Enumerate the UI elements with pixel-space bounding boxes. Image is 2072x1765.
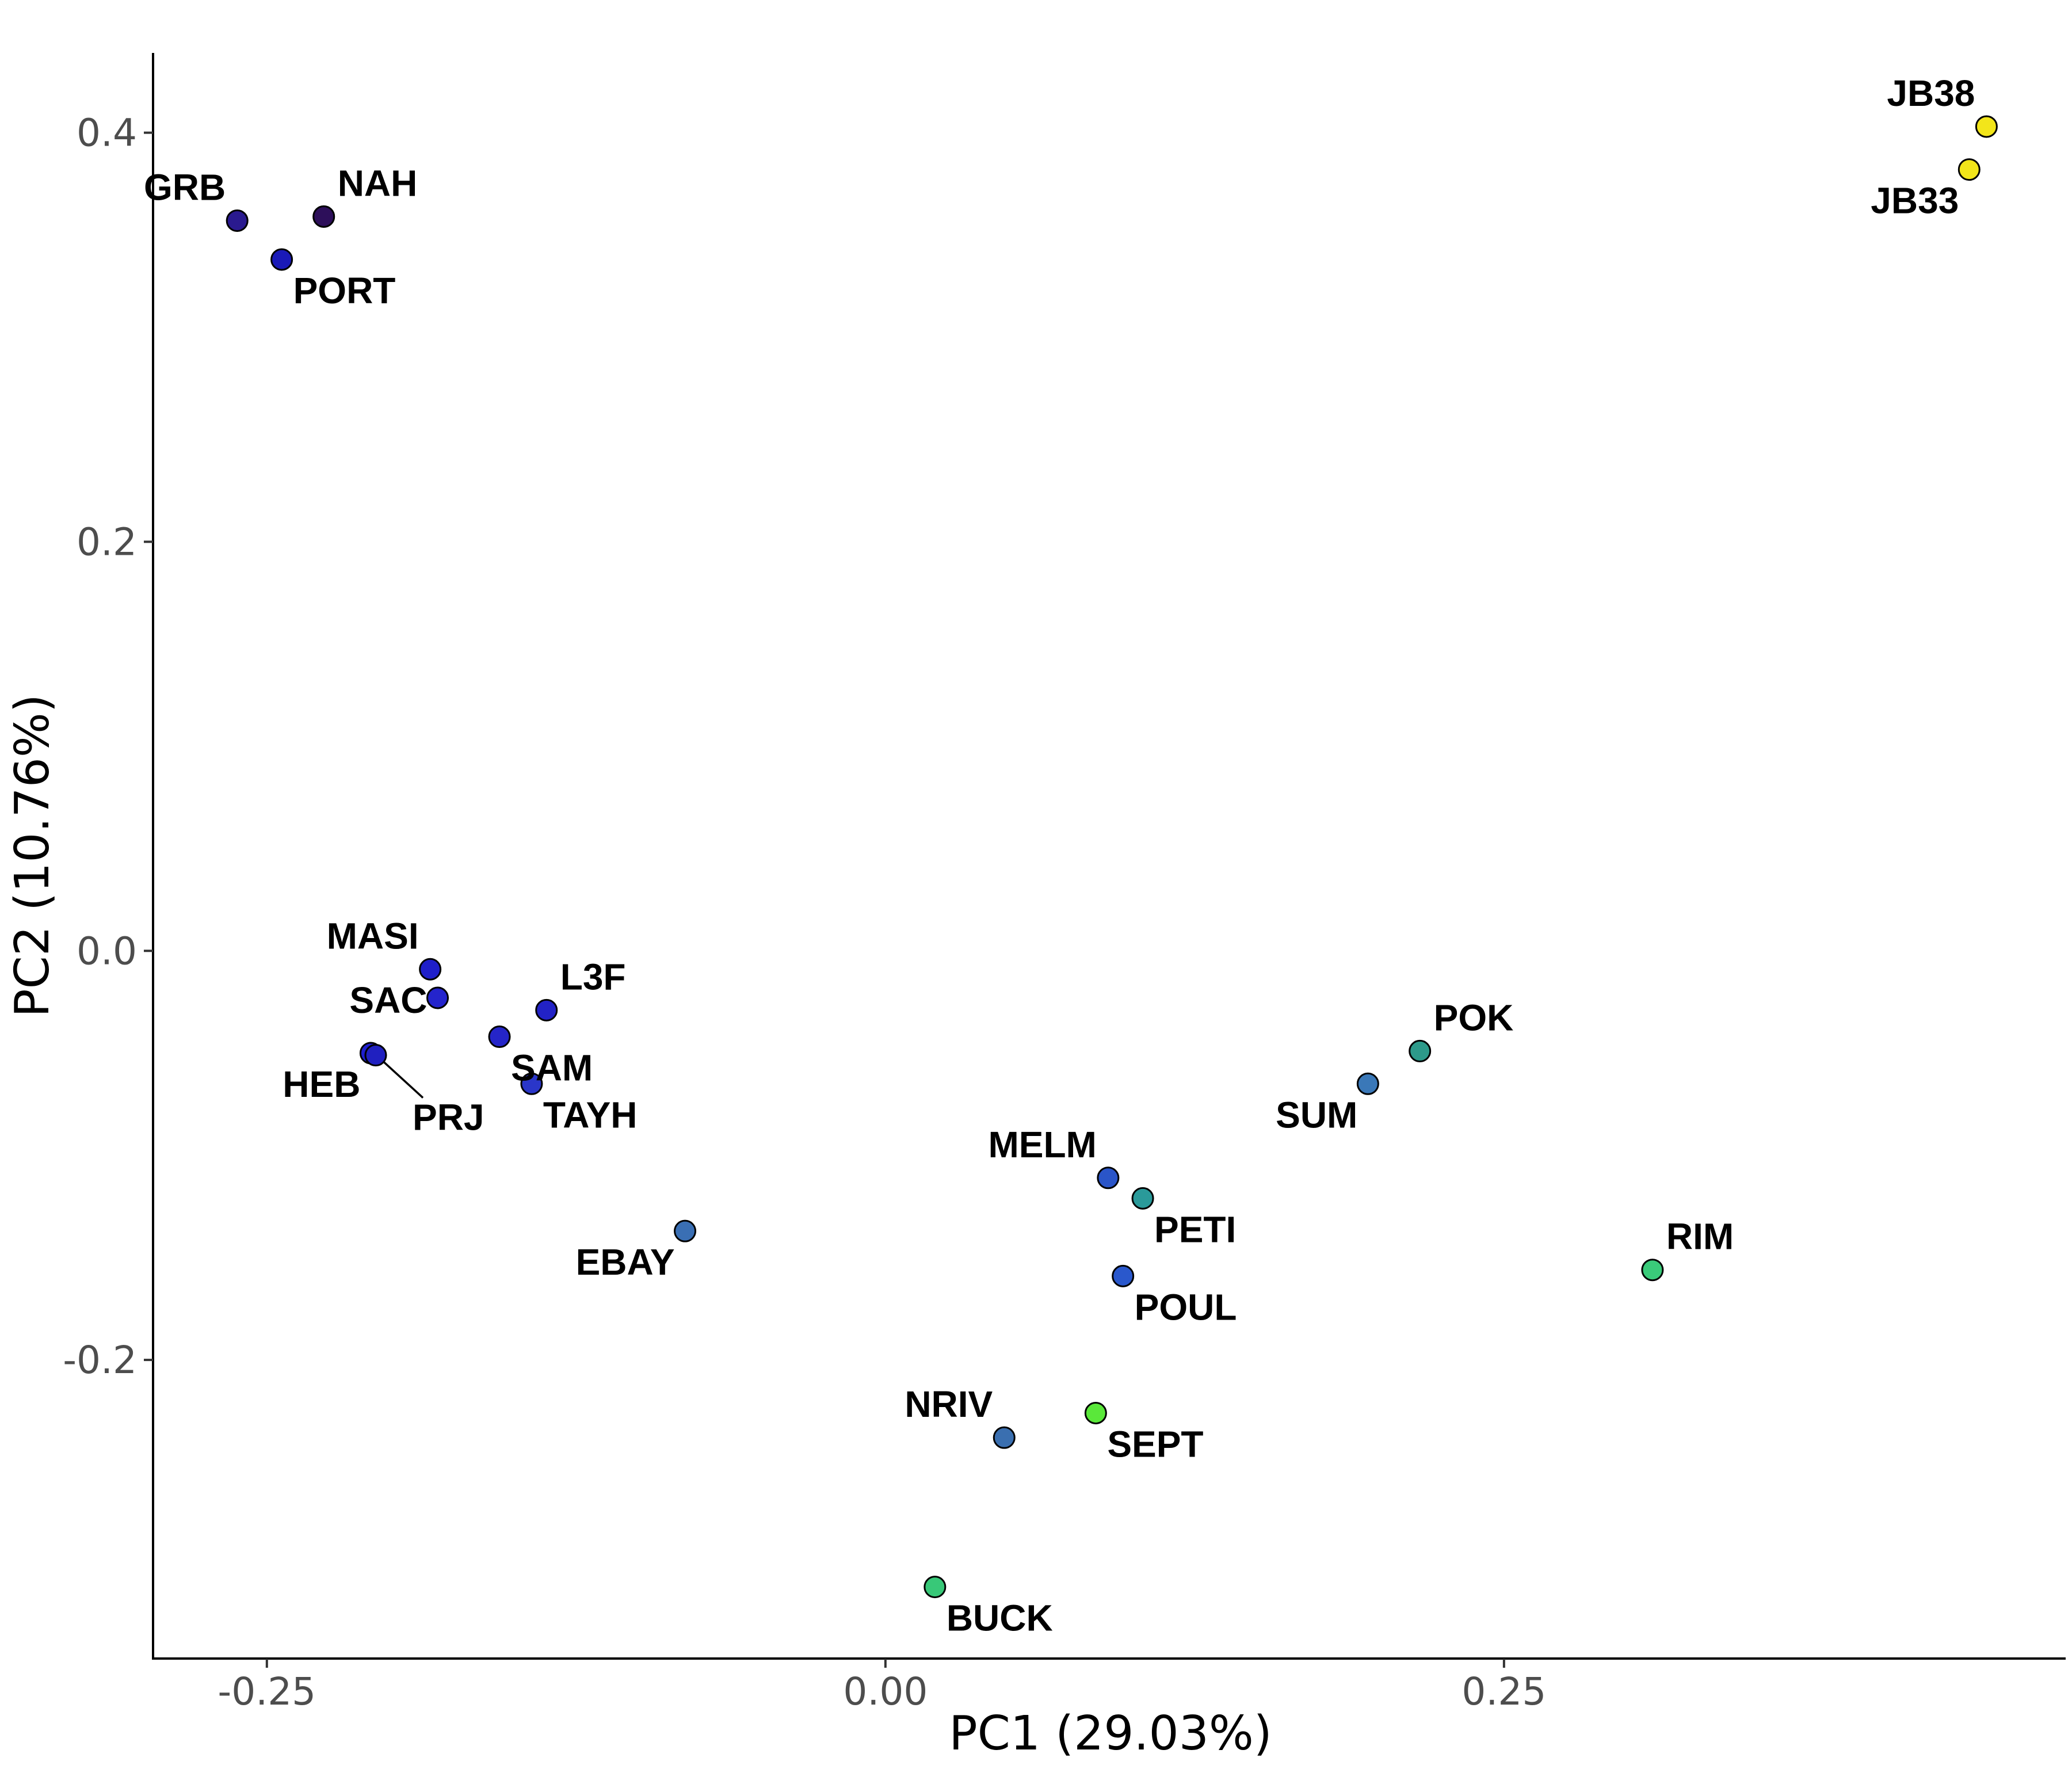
point-label: JB33: [1871, 180, 1959, 222]
data-point: [270, 248, 293, 271]
y-ticks: -0.2 0.0 0.2 0.4: [63, 111, 153, 1382]
data-point: [419, 958, 442, 981]
point-label: SEPT: [1107, 1424, 1203, 1465]
point-label: HEB: [283, 1063, 360, 1105]
point-label: POK: [1434, 997, 1514, 1038]
point-label: JB38: [1887, 73, 1975, 114]
data-point: [1356, 1072, 1379, 1095]
point-label: TAYH: [543, 1094, 638, 1135]
data-point: [1112, 1264, 1135, 1287]
point-label: GRB: [144, 166, 226, 208]
data-point: [1975, 115, 1998, 138]
x-tick-label: -0.25: [217, 1669, 316, 1714]
data-point: [1084, 1402, 1107, 1425]
data-point: [1641, 1259, 1664, 1282]
y-tick-label: -0.2: [63, 1338, 137, 1382]
point-label: PETI: [1154, 1209, 1236, 1250]
x-tick-label: 0.25: [1462, 1669, 1546, 1714]
point-label: MELM: [988, 1124, 1096, 1165]
point-label: SAC: [349, 979, 427, 1021]
point-label: L3F: [560, 956, 626, 997]
point-label: PORT: [293, 270, 396, 311]
data-point: [1409, 1039, 1432, 1062]
point-label: MASI: [327, 915, 419, 956]
y-tick-label: 0.0: [77, 929, 137, 973]
data-points: [226, 115, 1998, 1599]
data-point: [364, 1044, 387, 1067]
point-label: SAM: [511, 1047, 593, 1089]
data-point: [520, 1072, 543, 1095]
data-point: [674, 1219, 697, 1242]
y-tick-label: 0.2: [77, 520, 137, 564]
data-point: [924, 1576, 947, 1599]
x-axis-title: PC1 (29.03%): [949, 1706, 1272, 1761]
data-point: [1097, 1166, 1120, 1190]
y-tick-label: 0.4: [77, 111, 137, 155]
y-axis-title: PC2 (10.76%): [5, 694, 60, 1017]
point-label: RIM: [1666, 1216, 1734, 1257]
data-point: [226, 209, 249, 232]
data-point: [535, 998, 558, 1021]
x-tick-label: 0.00: [843, 1669, 928, 1714]
data-point: [1131, 1187, 1154, 1210]
point-label: BUCK: [947, 1598, 1053, 1639]
axes: [152, 53, 2066, 1660]
leader-lines: [381, 1060, 424, 1099]
data-point: [312, 205, 335, 228]
data-point: [1957, 158, 1981, 181]
point-labels: GRB NAH PORT JB38 JB33 MASI SAC L3F SAM HEB PRJ TAY…: [144, 73, 1975, 1639]
point-label: POUL: [1135, 1286, 1237, 1328]
point-label: NAH: [338, 162, 418, 204]
point-label: NRIV: [905, 1383, 993, 1425]
data-point: [488, 1026, 511, 1049]
leader-line: [381, 1060, 424, 1099]
x-ticks: -0.25 0.00 0.25: [217, 1659, 1546, 1714]
point-label: SUM: [1276, 1094, 1357, 1135]
data-point: [426, 986, 449, 1009]
data-point: [993, 1426, 1016, 1449]
point-label: EBAY: [576, 1241, 675, 1283]
point-label: PRJ: [413, 1097, 484, 1138]
